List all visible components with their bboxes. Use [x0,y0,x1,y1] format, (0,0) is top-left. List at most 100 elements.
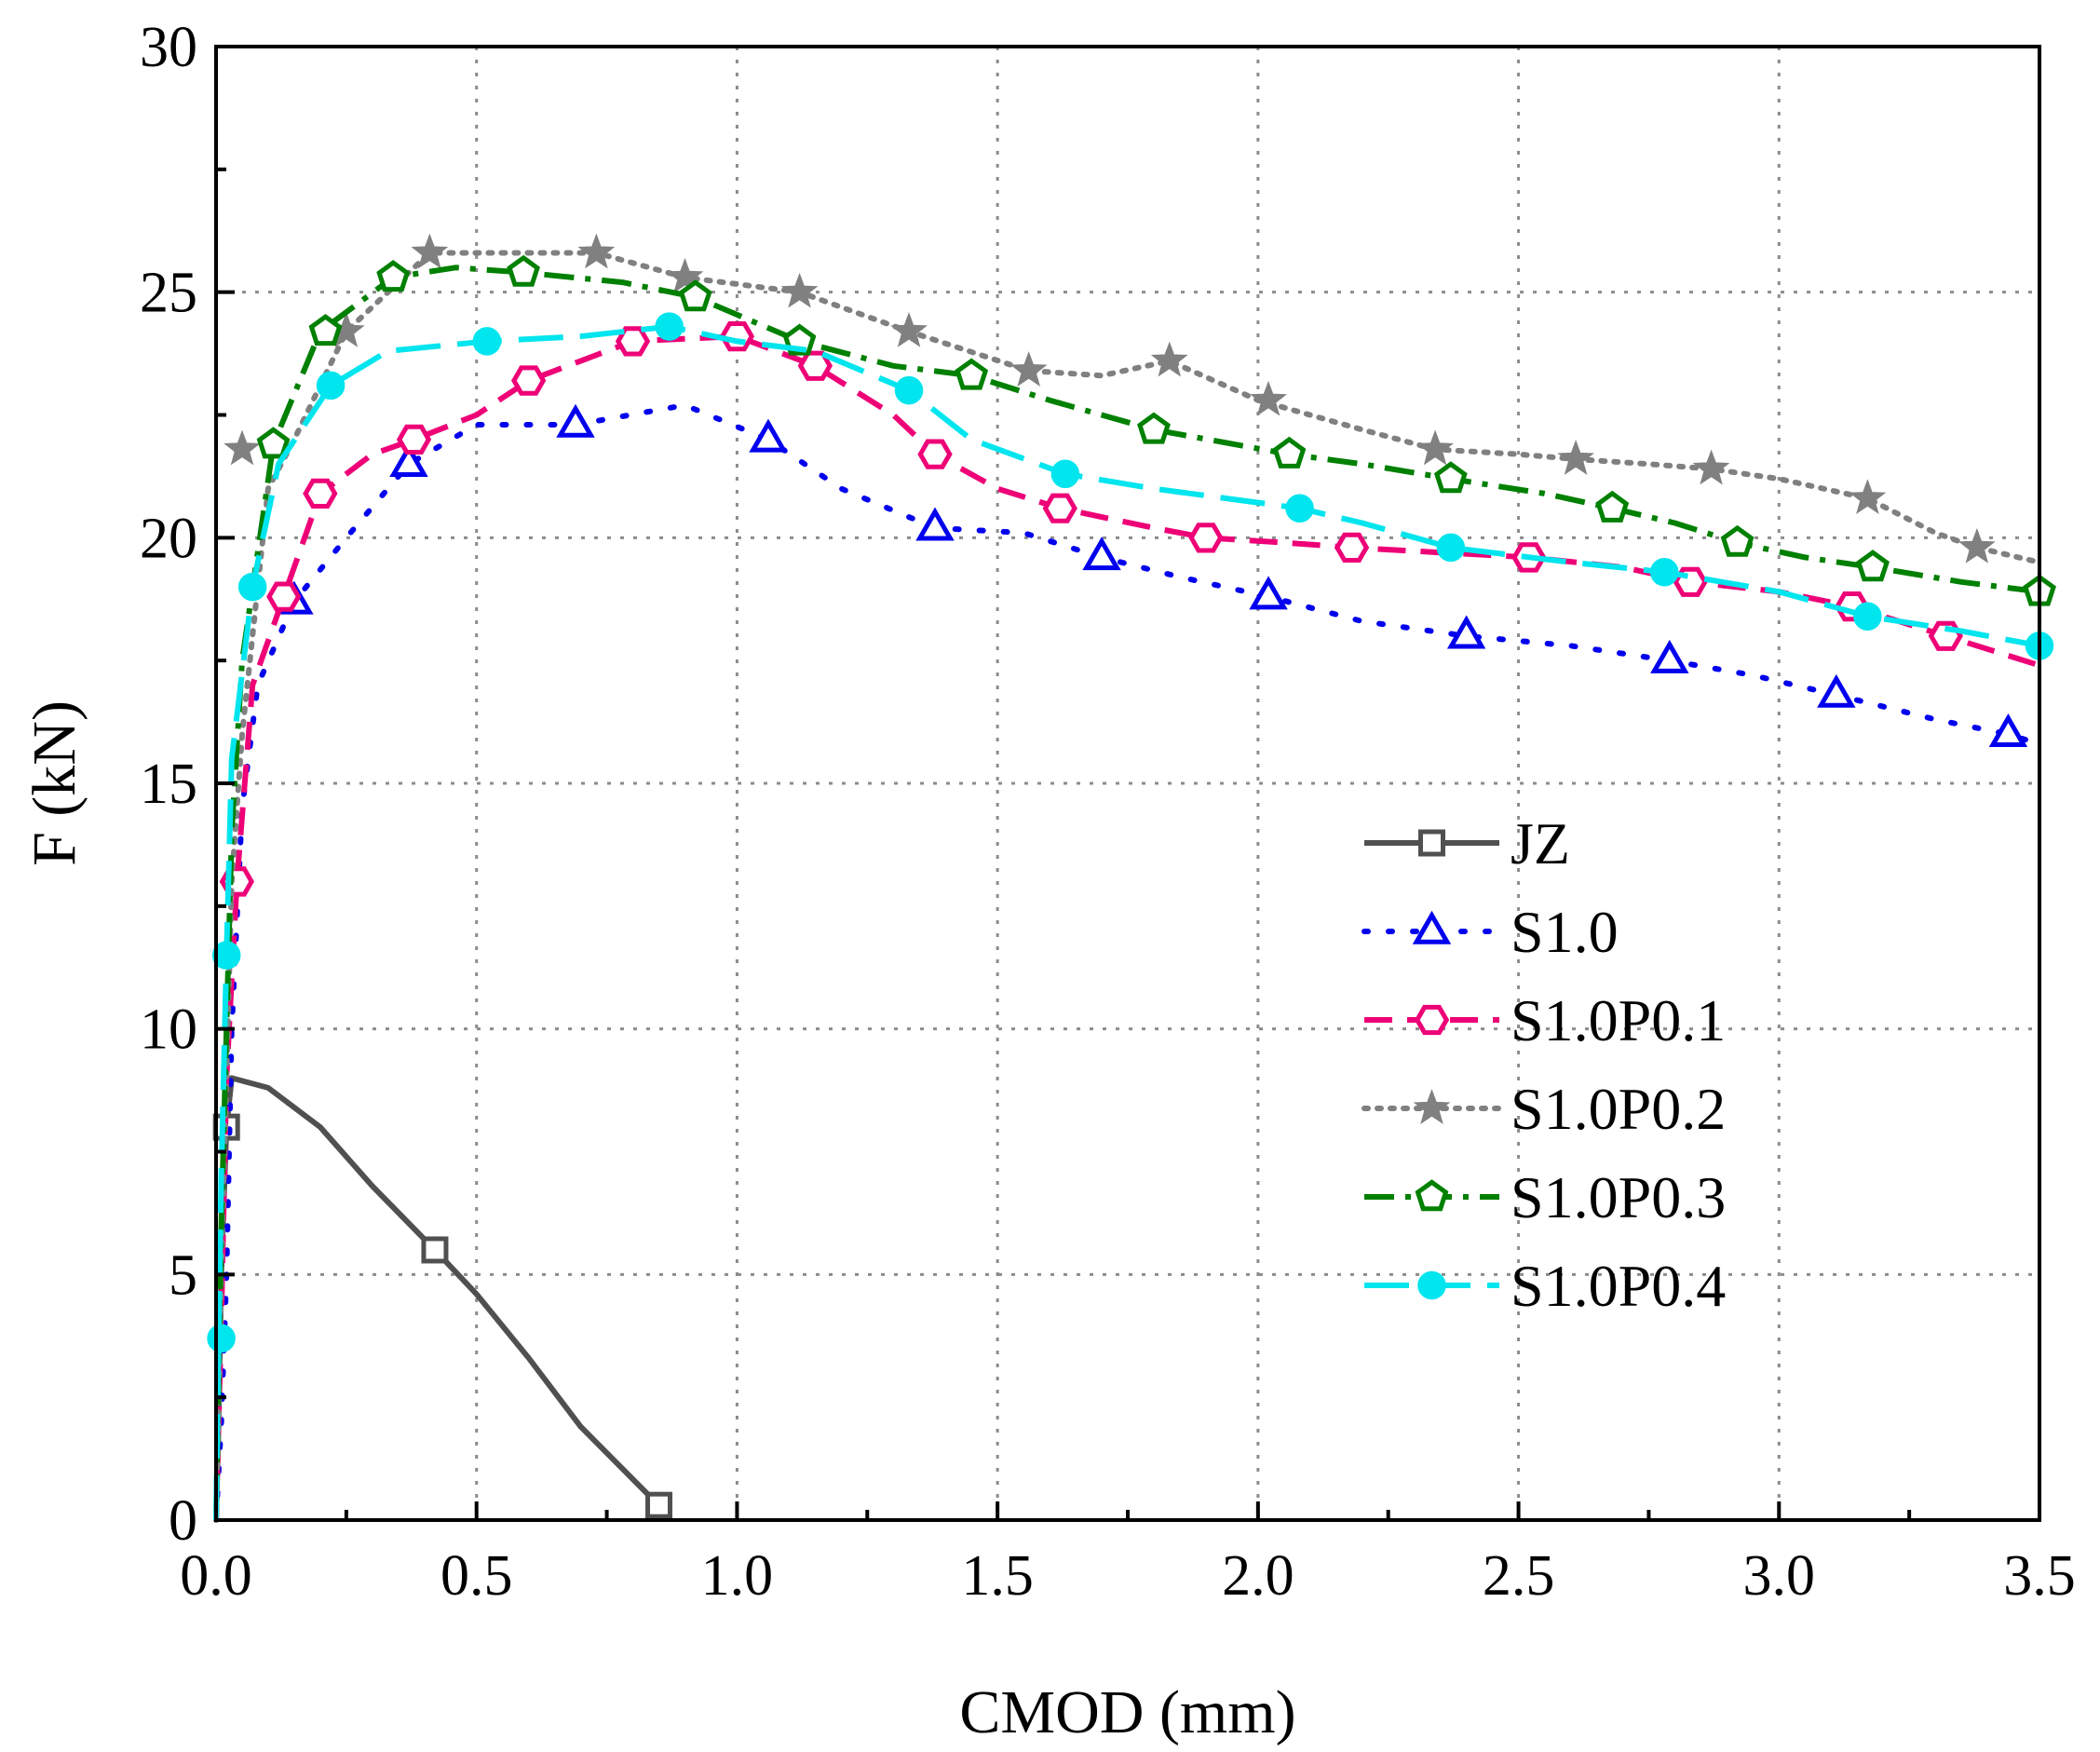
data-point-s1-0p0-4 [472,327,502,356]
x-tick-label: 2.0 [1222,1544,1294,1608]
data-point-s1-0 [389,442,428,477]
data-point-s1-0 [915,507,955,541]
data-point-s1-0p0-3 [507,254,540,287]
data-point-s1-0p0-1 [511,365,547,396]
data-point-s1-0p0-2 [1250,380,1287,416]
data-point-s1-0p0-2 [1150,341,1188,377]
data-point-s1-0p0-4 [1649,557,1679,587]
data-point-s1-0p0-1 [303,478,338,509]
data-point-s1-0p0-1 [615,326,651,357]
x-tick-label: 3.5 [2003,1544,2076,1608]
x-tick-label: 1.0 [701,1544,774,1608]
x-tick-label: 0.0 [180,1544,252,1608]
data-point-s1-0p0-4 [237,572,267,602]
data-point-s1-0p0-2 [224,429,261,466]
data-point-s1-0 [1650,639,1689,673]
data-point-s1-0p0-2 [1557,440,1594,475]
legend-item-s1-0p0-1: S1.0P0.1 [1364,987,1726,1053]
data-point-s1-0p0-1 [266,581,302,612]
x-tick-label: 1.5 [961,1544,1034,1608]
data-point-s1-0p0-2 [1416,429,1454,466]
data-point-s1-0p0-3 [1856,550,1890,582]
data-point-s1-0p0-2 [577,233,616,269]
data-point-jz [421,1236,449,1264]
legend-label-s1-0p0-4: S1.0P0.4 [1511,1253,1726,1319]
data-point-s1-0 [1446,615,1486,649]
data-point-s1-0p0-4 [316,371,345,401]
legend-label-s1-0p0-3: S1.0P0.3 [1511,1164,1726,1230]
data-point-s1-0p0-3 [1272,436,1307,469]
data-point-s1-0p0-3 [256,427,291,459]
y-tick-label: 25 [140,262,197,325]
legend-label-jz: JZ [1511,810,1570,876]
data-point-s1-0p0-2 [1692,449,1730,485]
y-tick-label: 15 [140,753,197,816]
series-line-s1-0p0-3 [213,265,2040,1521]
data-point-s1-0p0-4 [655,312,684,341]
axes: 0.0 0.5 1.0 1.5 2.0 2.5 3.0 3.5 0 5 10 15 20 25 30 CMOD… [20,16,2076,1746]
data-point-s1-0p0-4 [894,375,924,405]
data-point-s1-0 [1988,713,2028,747]
data-point-s1-0p0-2 [780,272,819,308]
x-axis-title: CMOD (mm) [959,1678,1295,1746]
data-point-s1-0p0-1 [1042,493,1077,523]
data-point-s1-0p0-2 [1849,479,1887,515]
legend: JZ S1.0 S1.0P0.1 S1.0P0.2 S1.0P0.3 S1.0P0.4 [1362,810,1726,1319]
legend-marker-s1-0 [1412,910,1452,944]
data-point-s1-0p0-2 [1009,351,1048,387]
data-point-s1-0p0-3 [1720,524,1755,557]
y-tick-label: 20 [140,507,197,570]
legend-item-s1-0p0-3: S1.0P0.3 [1364,1164,1726,1230]
data-point-s1-0p0-3 [1433,461,1468,494]
data-point-s1-0 [1249,576,1288,610]
legend-marker-s1-0p0-2 [1413,1089,1451,1124]
y-tick-label: 0 [169,1489,197,1553]
y-tick-label: 5 [169,1243,197,1307]
data-point-s1-0p0-3 [678,279,712,312]
data-point-s1-0p0-1 [396,424,432,455]
series-s1-0p0-2 [213,233,2042,1523]
data-point-s1-0p0-4 [1436,533,1466,563]
legend-item-s1-0: S1.0 [1362,899,1619,965]
legend-label-s1-0p0-2: S1.0P0.2 [1511,1076,1726,1142]
data-point-s1-0p0-4 [211,941,241,970]
data-point-s1-0p0-4 [1285,494,1314,523]
x-tick-label: 2.5 [1483,1544,1555,1608]
legend-marker-jz [1418,829,1445,857]
data-point-s1-0 [1817,673,1856,708]
data-point-s1-0p0-3 [308,314,343,346]
y-axis-title: F (kN) [20,700,88,866]
data-point-s1-0p0-2 [1958,528,1996,564]
data-point-s1-0p0-4 [1853,602,1882,631]
data-point-s1-0p0-2 [890,312,928,347]
series-line-s1-0p0-2 [213,250,2042,1523]
legend-marker-s1-0p0-1 [1414,1004,1450,1036]
legend-item-s1-0p0-4: S1.0P0.4 [1364,1253,1726,1319]
data-point-s1-0p0-3 [1137,412,1171,444]
data-point-s1-0p0-4 [1050,459,1080,489]
data-point-s1-0 [749,418,788,453]
data-point-s1-0 [1082,536,1121,571]
y-tick-label: 10 [140,998,197,1062]
legend-item-s1-0p0-2: S1.0P0.2 [1362,1076,1726,1142]
data-point-s1-0p0-2 [411,233,449,269]
data-point-s1-0p0-3 [1595,490,1630,523]
legend-label-s1-0: S1.0 [1511,899,1619,965]
data-point-s1-0p0-4 [207,1324,236,1353]
data-point-jz [645,1491,673,1519]
grid [216,47,2039,1520]
data-point-s1-0p0-2 [666,257,704,293]
legend-label-s1-0p0-1: S1.0P0.1 [1511,987,1726,1053]
data-point-s1-0p0-1 [917,439,953,469]
data-point-s1-0p0-3 [955,358,989,390]
legend-marker-s1-0p0-4 [1417,1270,1446,1300]
x-tick-label: 3.0 [1743,1544,1816,1608]
data-point-s1-0p0-1 [1334,532,1370,563]
legend-marker-s1-0p0-3 [1415,1179,1449,1212]
y-tick-label: 30 [140,16,197,79]
data-point-s1-0 [556,403,595,438]
data-point-s1-0p0-3 [376,260,411,292]
legend-item-jz: JZ [1364,810,1570,876]
data-point-s1-0p0-1 [1188,523,1224,553]
